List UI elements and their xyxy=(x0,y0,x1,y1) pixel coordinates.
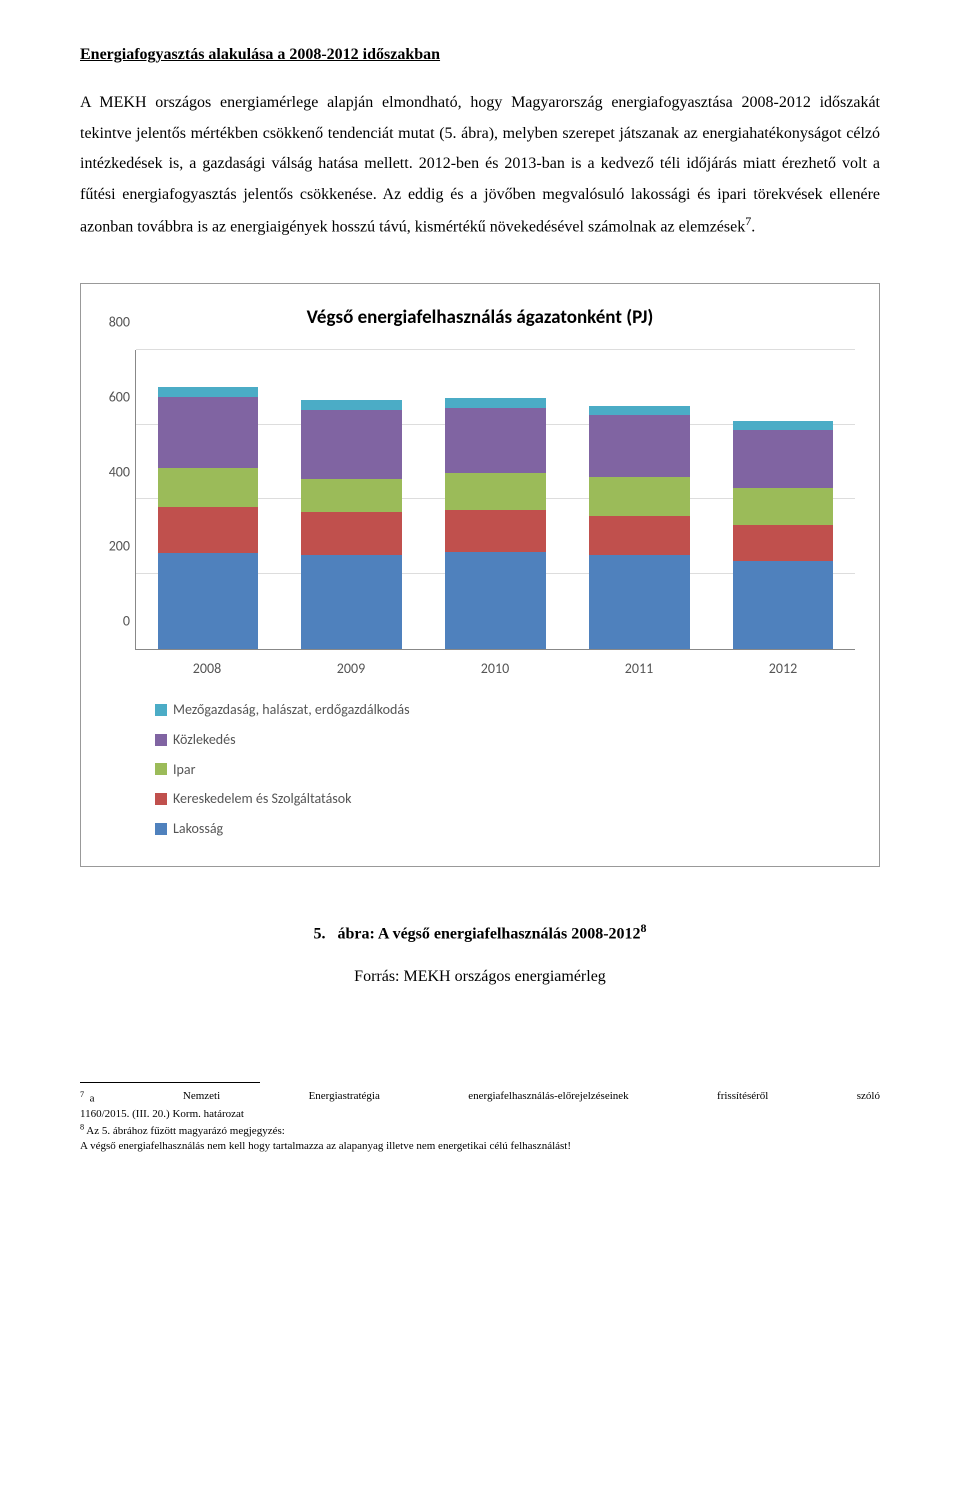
chart-bar-segment-lakossag xyxy=(158,553,259,648)
chart-bar-segment-ipar xyxy=(445,473,546,510)
chart-bar xyxy=(445,350,546,649)
legend-label: Közlekedés xyxy=(173,730,236,750)
legend-item-mezogazd: Mezőgazdaság, halászat, erdőgazdálkodás xyxy=(155,700,865,720)
chart-bar-segment-ipar xyxy=(301,479,402,513)
legend-item-kozlekedes: Közlekedés xyxy=(155,730,865,750)
chart-xtick-label: 2008 xyxy=(157,656,258,683)
legend-swatch xyxy=(155,763,167,775)
chart-bar xyxy=(301,350,402,649)
legend-swatch xyxy=(155,734,167,746)
chart-bars-row xyxy=(136,350,855,649)
chart-bar xyxy=(733,350,834,649)
chart-xtick-label: 2012 xyxy=(733,656,834,683)
chart-bar-segment-mezogazd xyxy=(301,400,402,409)
chart-bar-segment-lakossag xyxy=(733,561,834,649)
footnote-7-line2: 1160/2015. (III. 20.) Korm. határozat xyxy=(80,1107,880,1122)
legend-swatch xyxy=(155,793,167,805)
section-title: Energiafogyasztás alakulása a 2008-2012 … xyxy=(80,40,880,70)
legend-label: Mezőgazdaság, halászat, erdőgazdálkodás xyxy=(173,700,410,720)
chart-bar-segment-ipar xyxy=(733,488,834,525)
chart-bar xyxy=(589,350,690,649)
chart-bar xyxy=(158,350,259,649)
chart-bar-segment-kozlekedes xyxy=(445,408,546,473)
footnote-7-word: frissítéséről xyxy=(717,1089,768,1107)
chart-ytick-label: 800 xyxy=(98,310,130,337)
legend-swatch xyxy=(155,704,167,716)
chart-bar-segment-kozlekedes xyxy=(158,397,259,468)
chart-bar-segment-ipar xyxy=(589,477,690,516)
footnote-7-line1: 7 a Nemzeti Energiastratégia energiafelhasz… xyxy=(80,1089,880,1107)
chart-ytick-label: 200 xyxy=(98,534,130,561)
chart-bar-segment-kozlekedes xyxy=(589,415,690,477)
footnote-ref-8: 8 xyxy=(641,921,647,935)
footnote-7: 7 a Nemzeti Energiastratégia energiafelhasz… xyxy=(80,1089,880,1121)
body-period: . xyxy=(751,218,755,235)
chart-bar-segment-kozlekedes xyxy=(733,430,834,488)
chart-bar-segment-mezogazd xyxy=(589,406,690,415)
chart-bar-segment-lakossag xyxy=(589,555,690,648)
legend-label: Lakosság xyxy=(173,819,223,839)
figure-caption: 5. ábra: A végső energiafelhasználás 200… xyxy=(80,917,880,950)
chart-x-labels: 2008 2009 2010 2011 2012 xyxy=(135,656,855,683)
chart-legend: Mezőgazdaság, halászat, erdőgazdálkodás K… xyxy=(155,700,865,838)
chart-bar-segment-ipar xyxy=(158,468,259,507)
chart-bar-segment-kozlekedes xyxy=(301,410,402,479)
footnote-7-word: 7 a xyxy=(80,1089,95,1107)
figure-caption-text: 5. ábra: A végső energiafelhasználás 200… xyxy=(313,926,640,943)
footnote-8-text: Az 5. ábrához fűzött magyarázó megjegyzé… xyxy=(84,1125,285,1137)
chart-bar-segment-keresk xyxy=(158,507,259,554)
footnote-7-word: Nemzeti xyxy=(183,1089,220,1107)
chart-ytick-label: 600 xyxy=(98,385,130,412)
legend-swatch xyxy=(155,823,167,835)
chart-bar-segment-mezogazd xyxy=(733,421,834,430)
legend-item-ipar: Ipar xyxy=(155,760,865,780)
chart-bar-segment-mezogazd xyxy=(158,387,259,396)
footnote-7-word: energiafelhasználás-előrejelzéseinek xyxy=(468,1089,628,1107)
legend-item-lakossag: Lakosság xyxy=(155,819,865,839)
footnote-7-num: 7 xyxy=(80,1090,84,1099)
chart-xtick-label: 2009 xyxy=(301,656,402,683)
chart-xtick-label: 2010 xyxy=(445,656,546,683)
chart-ytick-label: 0 xyxy=(98,609,130,636)
legend-item-keresk: Kereskedelem és Szolgáltatások xyxy=(155,789,865,809)
legend-label: Ipar xyxy=(173,760,195,780)
footnote-separator xyxy=(80,1082,260,1083)
chart-bar-segment-keresk xyxy=(589,516,690,555)
chart-title: Végső energiafelhasználás ágazatonként (… xyxy=(95,300,865,336)
chart-plot-area: 0200400600800 xyxy=(135,350,855,650)
chart-card: Végső energiafelhasználás ágazatonként (… xyxy=(80,283,880,868)
figure-source: Forrás: MEKH országos energiamérleg xyxy=(80,962,880,992)
footnote-8: 8 Az 5. ábrához fűzött magyarázó megjegy… xyxy=(80,1122,880,1154)
chart-ytick-label: 400 xyxy=(98,459,130,486)
body-text: A MEKH országos energiamérlege alapján e… xyxy=(80,94,880,235)
chart-bar-segment-lakossag xyxy=(445,552,546,649)
footnote-8-line2: A végső energiafelhasználás nem kell hog… xyxy=(80,1139,880,1154)
footnote-7-word: Energiastratégia xyxy=(309,1089,380,1107)
footnote-7-word: szóló xyxy=(857,1089,880,1107)
body-paragraph: A MEKH országos energiamérlege alapján e… xyxy=(80,88,880,242)
chart-bar-segment-keresk xyxy=(301,512,402,555)
chart-bar-segment-keresk xyxy=(733,525,834,561)
chart-bar-segment-keresk xyxy=(445,510,546,551)
chart-bar-segment-lakossag xyxy=(301,555,402,648)
chart-bar-segment-mezogazd xyxy=(445,398,546,407)
legend-label: Kereskedelem és Szolgáltatások xyxy=(173,789,352,809)
chart-xtick-label: 2011 xyxy=(589,656,690,683)
